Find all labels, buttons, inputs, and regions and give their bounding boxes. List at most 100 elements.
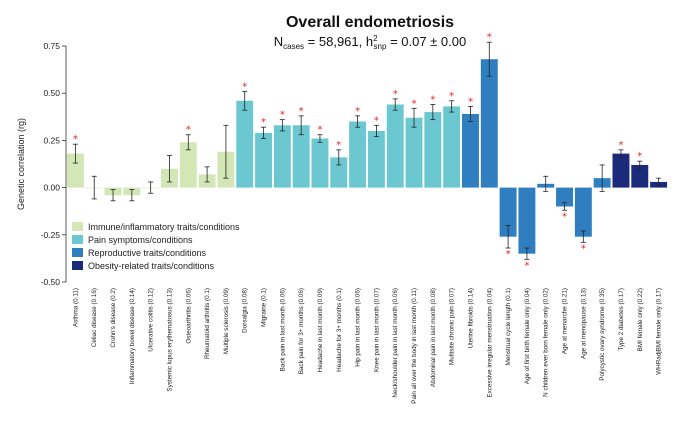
y-tick-label: 0.25 bbox=[43, 135, 60, 145]
legend: Immune/inflammatory traits/conditions Pai… bbox=[72, 222, 240, 271]
x-category-label: Menstrual cycle length (0.1) bbox=[505, 288, 512, 365]
x-category-label: Celiac disease (0.16) bbox=[91, 288, 98, 347]
significance-star: * bbox=[336, 140, 341, 151]
x-category-label: Pain all over the body in last month (0.… bbox=[411, 288, 418, 404]
subtitle-suffix: = 0.07 ± 0.00 bbox=[386, 34, 466, 49]
bar bbox=[179, 142, 197, 188]
bar bbox=[66, 153, 84, 188]
category-labels-layer: Asthma (0.11) Celiac disease (0.16) Crohn'… bbox=[72, 288, 662, 404]
x-category-label: WHRadjBMI female only (0.17) bbox=[656, 288, 663, 375]
x-category-label: Multisite chronic pain (0.07) bbox=[449, 288, 456, 365]
legend-swatch bbox=[72, 248, 83, 257]
significance-star: * bbox=[637, 151, 642, 162]
x-category-label: Migraine (0.1) bbox=[261, 288, 268, 327]
significance-star: * bbox=[449, 91, 454, 102]
significance-star: * bbox=[487, 32, 492, 43]
legend-swatch bbox=[72, 235, 83, 244]
legend-label: Immune/inflammatory traits/conditions bbox=[88, 222, 240, 232]
legend-label: Pain symptoms/conditions bbox=[88, 235, 193, 245]
x-category-label: BMI female only (0.22) bbox=[637, 288, 644, 351]
legend-label: Obesity-related traits/conditions bbox=[88, 261, 215, 271]
x-category-label: Systemic lupus erythematosus (0.13) bbox=[166, 288, 173, 392]
chart-subtitle: Ncases = 58,961, h2 snp = 0.07 ± 0.00 bbox=[274, 34, 466, 51]
bar bbox=[330, 157, 348, 188]
significance-star: * bbox=[261, 117, 266, 128]
bar bbox=[574, 187, 592, 237]
bar bbox=[236, 100, 254, 188]
bar bbox=[631, 164, 649, 188]
x-category-label: Rheumatoid arthritis (0.1) bbox=[204, 288, 211, 359]
x-category-label: Age at menopause (0.13) bbox=[580, 288, 587, 359]
y-axis-label: Genetic correlation (rg) bbox=[16, 118, 26, 210]
significance-star: * bbox=[355, 106, 360, 117]
significance-star: * bbox=[186, 125, 191, 136]
legend-swatch bbox=[72, 261, 83, 270]
bar bbox=[386, 104, 404, 188]
legend-label: Reproductive traits/conditions bbox=[88, 248, 207, 258]
significance-star: * bbox=[506, 249, 511, 260]
significance-star: * bbox=[242, 81, 247, 92]
bar bbox=[499, 187, 517, 237]
x-category-label: Uterine fibroids (0.14) bbox=[467, 288, 474, 349]
x-category-label: Age at menarche (0.21) bbox=[562, 288, 569, 354]
bar bbox=[462, 113, 479, 188]
significance-star: * bbox=[393, 89, 398, 100]
significance-star: * bbox=[524, 260, 529, 271]
x-category-label: Inflammatory bowel disease (0.14) bbox=[129, 288, 136, 384]
x-category-label: Polycystic ovary syndrome (0.35) bbox=[599, 288, 606, 381]
x-category-label: N children ever born female only (0.02) bbox=[543, 288, 550, 397]
x-category-label: Age of first birth female only (0.04) bbox=[524, 288, 531, 384]
bar bbox=[405, 117, 423, 188]
subtitle-middle: = 58,961, h bbox=[304, 34, 373, 49]
x-category-label: Ulcerative colitis (0.12) bbox=[148, 288, 155, 352]
subtitle-h-superscript: 2 bbox=[373, 34, 378, 43]
significance-star: * bbox=[562, 211, 567, 222]
bar bbox=[311, 138, 329, 188]
bar bbox=[556, 187, 573, 207]
significance-star: * bbox=[412, 98, 417, 109]
bar bbox=[349, 121, 367, 188]
x-category-label: Back pain for 3+ months (0.06) bbox=[298, 288, 305, 374]
x-category-label: Knee pain in last month (0.07) bbox=[373, 288, 380, 372]
x-category-label: Asthma (0.11) bbox=[72, 288, 79, 327]
x-category-label: Dorsalgia (0.08) bbox=[242, 288, 249, 333]
y-tick-label: -0.50 bbox=[41, 277, 61, 287]
subtitle-prefix-subscript: cases bbox=[283, 42, 304, 51]
significance-star: * bbox=[468, 96, 473, 107]
x-category-label: Headache for 3+ months (0.1) bbox=[336, 288, 343, 372]
x-category-label: Headache in last month (0.09) bbox=[317, 288, 324, 372]
bar bbox=[367, 130, 385, 188]
bar bbox=[443, 106, 461, 188]
significance-star: * bbox=[280, 110, 285, 121]
y-tick-label: -0.25 bbox=[41, 230, 61, 240]
y-tick-label: 0.00 bbox=[43, 183, 60, 193]
y-tick-label: 0.50 bbox=[43, 88, 60, 98]
axis-layer: 0.75 0.50 0.25 0.00 -0.25 -0.50 bbox=[41, 41, 67, 287]
x-category-label: Crohn's disease (0.2) bbox=[110, 288, 117, 348]
bars-layer: * * * * * * * * * * * * * * * * * * * * * * bbox=[66, 32, 668, 271]
significance-star: * bbox=[581, 243, 586, 254]
x-category-label: Back pain in last month (0.06) bbox=[279, 288, 286, 371]
bar bbox=[480, 59, 498, 188]
bar bbox=[292, 125, 310, 188]
subtitle-h-subscript: snp bbox=[374, 42, 387, 51]
significance-star: * bbox=[317, 125, 322, 136]
bar bbox=[518, 187, 536, 254]
x-category-label: Abdominal pain in last month (0.08) bbox=[430, 288, 437, 387]
legend-swatch bbox=[72, 222, 83, 231]
chart-title: Overall endometriosis bbox=[286, 14, 454, 31]
x-category-label: Osteoarthritis (0.06) bbox=[185, 288, 192, 344]
bar bbox=[255, 132, 272, 188]
significance-star: * bbox=[618, 140, 623, 151]
x-category-label: Type 2 diabetes (0.17) bbox=[618, 288, 625, 351]
x-category-label: Neck/shoulder pain in last month (0.06) bbox=[392, 288, 399, 398]
significance-star: * bbox=[430, 95, 435, 106]
significance-star: * bbox=[299, 106, 304, 117]
bar bbox=[273, 125, 291, 188]
significance-star: * bbox=[73, 134, 78, 145]
x-category-label: Hip pain in last month (0.06) bbox=[355, 288, 362, 367]
x-category-label: Multiple sclerosis (0.09) bbox=[223, 288, 230, 354]
bar bbox=[424, 112, 442, 188]
subtitle-prefix: N bbox=[274, 34, 283, 49]
